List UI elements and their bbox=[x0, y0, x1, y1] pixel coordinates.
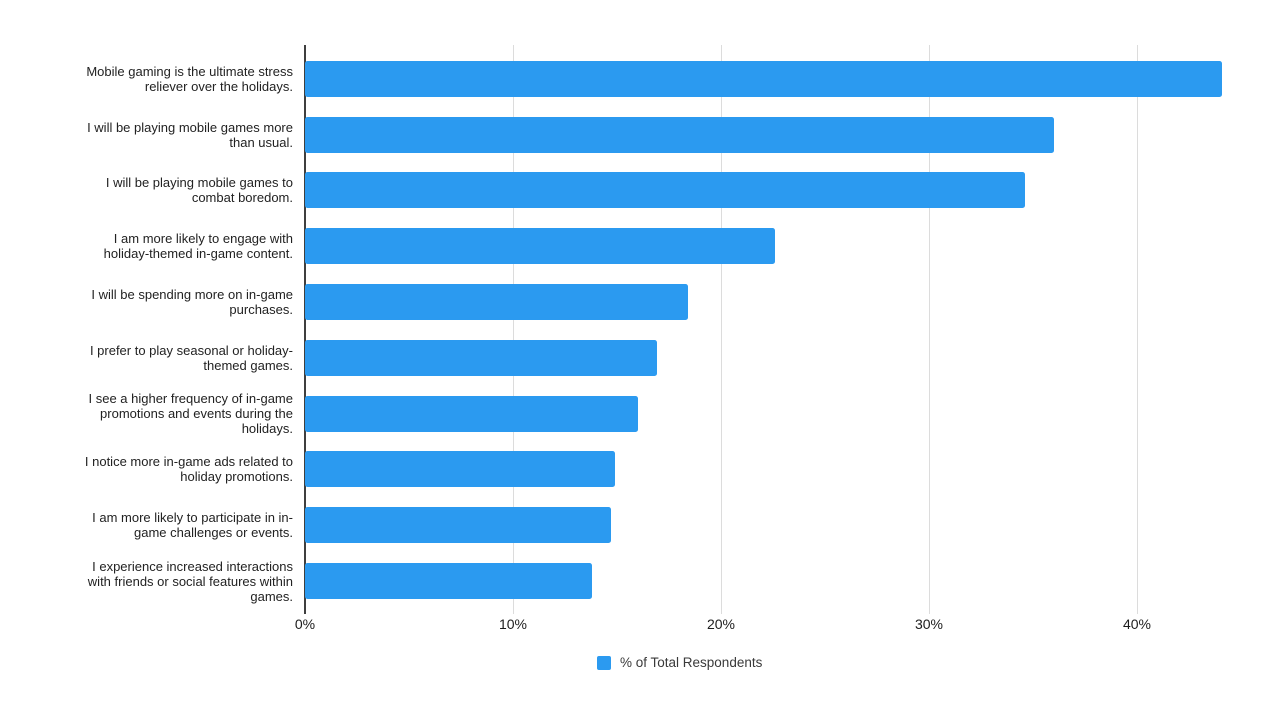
y-axis-line bbox=[304, 45, 306, 614]
chart-row: I see a higher frequency of in-game prom… bbox=[0, 386, 1280, 442]
bar bbox=[305, 116, 1054, 153]
gridline bbox=[929, 45, 930, 614]
chart-row: I will be spending more on in-game purch… bbox=[0, 274, 1280, 330]
gridline bbox=[1137, 45, 1138, 614]
bar bbox=[305, 339, 657, 376]
chart-row: I notice more in-game ads related to hol… bbox=[0, 442, 1280, 498]
category-label: I notice more in-game ads related to hol… bbox=[84, 454, 293, 485]
category-label: Mobile gaming is the ultimate stress rel… bbox=[86, 63, 293, 94]
category-label: I prefer to play seasonal or holiday- th… bbox=[89, 342, 293, 373]
category-label: I experience increased interactions with… bbox=[87, 558, 293, 604]
x-tick-label: 10% bbox=[498, 616, 528, 632]
category-label: I am more likely to engage with holiday-… bbox=[103, 231, 293, 262]
x-tick-label: 30% bbox=[914, 616, 944, 632]
chart-row: I am more likely to participate in in- g… bbox=[0, 497, 1280, 553]
legend-swatch bbox=[597, 655, 611, 670]
legend-label: % of Total Respondents bbox=[620, 655, 763, 670]
chart-row: I will be playing mobile games to combat… bbox=[0, 163, 1280, 219]
bar bbox=[305, 60, 1223, 97]
chart-row: Mobile gaming is the ultimate stress rel… bbox=[0, 51, 1280, 107]
gridline bbox=[513, 45, 514, 614]
category-label: I see a higher frequency of in-game prom… bbox=[88, 391, 293, 437]
category-label: I am more likely to participate in in- g… bbox=[92, 510, 293, 541]
category-label: I will be playing mobile games more than… bbox=[87, 119, 293, 150]
bar bbox=[305, 284, 688, 321]
bar bbox=[305, 395, 638, 432]
x-tick-label: 20% bbox=[706, 616, 736, 632]
bar bbox=[305, 451, 615, 488]
x-tick-label: 0% bbox=[294, 616, 316, 632]
legend: % of Total Respondents bbox=[597, 655, 762, 670]
chart-row: I prefer to play seasonal or holiday- th… bbox=[0, 330, 1280, 386]
bar bbox=[305, 172, 1025, 209]
chart-row: I am more likely to engage with holiday-… bbox=[0, 218, 1280, 274]
bar bbox=[305, 507, 611, 544]
chart-row: I will be playing mobile games more than… bbox=[0, 107, 1280, 163]
chart-row: I experience increased interactions with… bbox=[0, 553, 1280, 609]
category-label: I will be spending more on in-game purch… bbox=[91, 287, 293, 318]
chart-rows: Mobile gaming is the ultimate stress rel… bbox=[0, 51, 1280, 609]
bar bbox=[305, 228, 776, 265]
category-label: I will be playing mobile games to combat… bbox=[105, 175, 293, 206]
bar bbox=[305, 563, 593, 600]
x-tick-label: 40% bbox=[1122, 616, 1152, 632]
gridline bbox=[721, 45, 722, 614]
